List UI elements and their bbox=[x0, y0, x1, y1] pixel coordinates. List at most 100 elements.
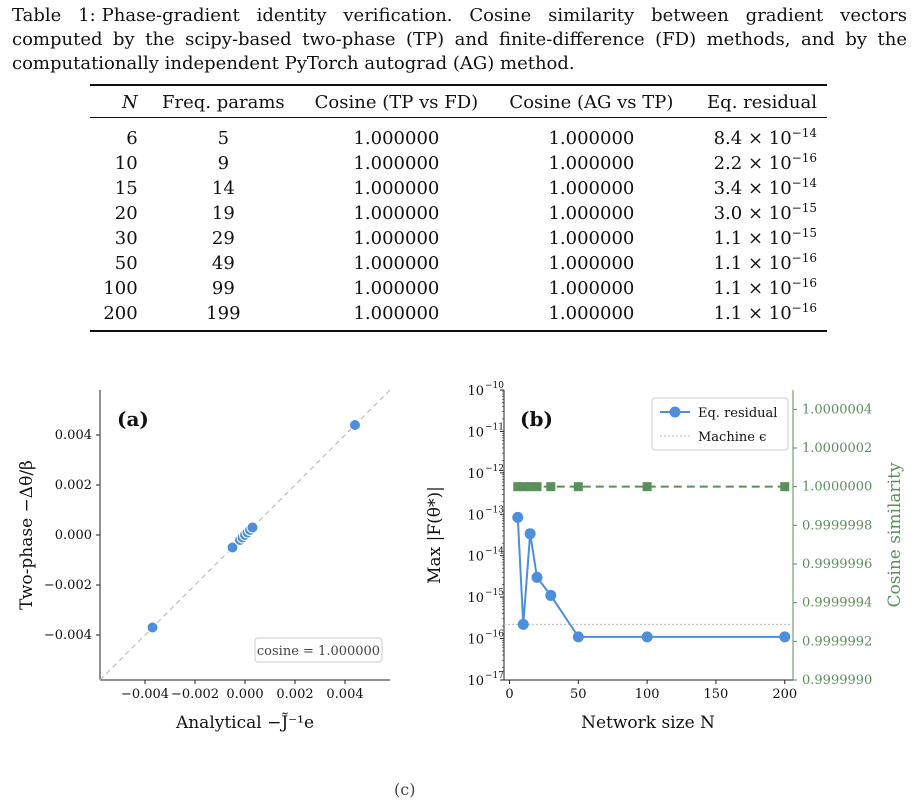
ytick-exp-b: −12 bbox=[485, 464, 504, 474]
cell-eq-residual: 1.1 × 10−16 bbox=[713, 251, 817, 274]
ytick-label-b: 10 bbox=[467, 508, 484, 523]
residual-mantissa: 8.4 bbox=[713, 128, 743, 149]
legend-residual-label: Eq. residual bbox=[698, 406, 777, 421]
results-table: N Freq. params Cosine (TP vs FD) Cosine … bbox=[90, 84, 827, 332]
ytick-exp-b: −17 bbox=[485, 671, 504, 681]
cell-freq-params: 9 bbox=[217, 153, 230, 174]
header-cosine-tp-fd: Cosine (TP vs FD) bbox=[314, 92, 479, 113]
cell-n: 15 bbox=[114, 178, 138, 199]
cell-cosine-tp-fd: 1.000000 bbox=[353, 303, 440, 324]
residual-marker bbox=[524, 528, 536, 540]
cell-cosine-tp-fd: 1.000000 bbox=[353, 128, 440, 149]
table-row: 10 9 1.000000 1.000000 2.2 × 10−16 bbox=[90, 151, 827, 176]
cosine-marker bbox=[573, 482, 583, 492]
residual-mantissa: 1.1 bbox=[713, 303, 743, 324]
header-n: N bbox=[121, 92, 138, 113]
table-row: 50 49 1.000000 1.000000 1.1 × 10−16 bbox=[90, 251, 827, 276]
figure-caption: (c) bbox=[394, 780, 416, 799]
cell-n: 50 bbox=[114, 253, 138, 274]
ytick-label-b: 10 bbox=[467, 591, 484, 606]
xtick-label-a: 0.000 bbox=[226, 687, 263, 702]
table-row: 15 14 1.000000 1.000000 3.4 × 10−14 bbox=[90, 176, 827, 201]
y2tick-label-b: 0.9999998 bbox=[802, 518, 872, 533]
ytick-label-b: 10 bbox=[467, 467, 484, 482]
xtick-label-b: 150 bbox=[704, 687, 729, 702]
cell-freq-params: 14 bbox=[211, 178, 235, 199]
residual-line bbox=[516, 517, 785, 638]
table-header-row: N Freq. params Cosine (TP vs FD) Cosine … bbox=[90, 85, 827, 118]
cell-eq-residual: 1.1 × 10−16 bbox=[713, 276, 817, 299]
cell-freq-params: 199 bbox=[206, 303, 241, 324]
table-row: 200 199 1.000000 1.000000 1.1 × 10−16 bbox=[90, 301, 827, 331]
scatter-point bbox=[226, 541, 239, 554]
cell-n: 20 bbox=[114, 203, 138, 224]
cell-cosine-ag-tp: 1.000000 bbox=[548, 128, 635, 149]
residual-exponent: −15 bbox=[791, 201, 817, 215]
ytick-exp-b: −15 bbox=[485, 588, 504, 598]
cell-cosine-tp-fd: 1.000000 bbox=[353, 278, 440, 299]
residual-exponent: −14 bbox=[791, 176, 817, 190]
cell-eq-residual: 2.2 × 10−16 bbox=[713, 151, 817, 174]
residual-marker bbox=[512, 511, 524, 523]
cell-n: 10 bbox=[114, 153, 138, 174]
xlabel-a: Analytical −J̃⁻¹e bbox=[175, 713, 314, 733]
cosine-marker bbox=[532, 482, 542, 492]
residual-mantissa: 1.1 bbox=[713, 278, 743, 299]
cell-eq-residual: 8.4 × 10−14 bbox=[713, 126, 817, 149]
cell-n: 100 bbox=[103, 278, 138, 299]
y2tick-label-b: 1.0000002 bbox=[802, 441, 872, 456]
residual-marker bbox=[572, 631, 584, 643]
y2tick-label-b: 0.9999992 bbox=[802, 634, 872, 649]
table-caption-label: Table 1: bbox=[12, 5, 96, 26]
table-row: 20 19 1.000000 1.000000 3.0 × 10−15 bbox=[90, 201, 827, 226]
ytick-label-a: 0.002 bbox=[55, 478, 92, 493]
y2tick-label-b: 0.9999996 bbox=[802, 557, 872, 572]
y2tick-label-b: 0.9999994 bbox=[802, 596, 872, 611]
cell-freq-params: 29 bbox=[211, 228, 235, 249]
xtick-label-a: 0.002 bbox=[276, 687, 313, 702]
ytick-label-a: 0.004 bbox=[55, 428, 92, 443]
residual-marker bbox=[779, 631, 791, 643]
cell-eq-residual: 3.0 × 10−15 bbox=[713, 201, 817, 224]
y2tick-label-b: 0.9999990 bbox=[802, 673, 872, 688]
cosine-marker bbox=[513, 482, 523, 492]
ytick-label-a: −0.002 bbox=[44, 578, 92, 593]
residual-exponent: −15 bbox=[791, 226, 817, 240]
cell-cosine-tp-fd: 1.000000 bbox=[353, 178, 440, 199]
cell-freq-params: 99 bbox=[211, 278, 235, 299]
header-eq-residual: Eq. residual bbox=[707, 92, 817, 113]
cell-cosine-tp-fd: 1.000000 bbox=[353, 203, 440, 224]
cosine-marker bbox=[780, 482, 790, 492]
ytick-label-b: 10 bbox=[467, 633, 484, 648]
residual-exponent: −16 bbox=[791, 276, 817, 290]
table-row: 6 5 1.000000 1.000000 8.4 × 10−14 bbox=[90, 118, 827, 152]
residual-marker bbox=[545, 589, 557, 601]
scatter-point bbox=[146, 621, 159, 634]
xtick-label-b: 0 bbox=[505, 687, 513, 702]
residual-mantissa: 3.4 bbox=[713, 178, 743, 199]
xtick-label-a: −0.002 bbox=[171, 687, 219, 702]
table-row: 100 99 1.000000 1.000000 1.1 × 10−16 bbox=[90, 276, 827, 301]
residual-exponent: −14 bbox=[791, 126, 817, 140]
header-freq-params: Freq. params bbox=[162, 92, 285, 113]
cell-cosine-tp-fd: 1.000000 bbox=[353, 253, 440, 274]
cell-n: 200 bbox=[103, 303, 138, 324]
ytick-exp-b: −10 bbox=[485, 381, 504, 391]
ytick-label-a: 0.000 bbox=[55, 528, 92, 543]
cell-cosine-ag-tp: 1.000000 bbox=[548, 228, 635, 249]
cosine-marker bbox=[518, 482, 528, 492]
ytick-label-b: 10 bbox=[467, 425, 484, 440]
cell-cosine-ag-tp: 1.000000 bbox=[548, 178, 635, 199]
residual-marker bbox=[531, 571, 543, 583]
cell-freq-params: 5 bbox=[217, 128, 230, 149]
cosine-marker bbox=[642, 482, 652, 492]
annotation-cosine: cosine = 1.000000 bbox=[257, 644, 380, 659]
table-row: 30 29 1.000000 1.000000 1.1 × 10−15 bbox=[90, 226, 827, 251]
ylabel-b: Max |F(θ*)| bbox=[425, 486, 445, 584]
ytick-exp-b: −16 bbox=[485, 630, 504, 640]
cell-cosine-ag-tp: 1.000000 bbox=[548, 253, 635, 274]
residual-exponent: −16 bbox=[791, 301, 817, 315]
table-caption-text: Phase-gradient identity verification. Co… bbox=[12, 5, 907, 74]
xtick-label-a: −0.004 bbox=[121, 687, 169, 702]
cosine-marker bbox=[546, 482, 556, 492]
